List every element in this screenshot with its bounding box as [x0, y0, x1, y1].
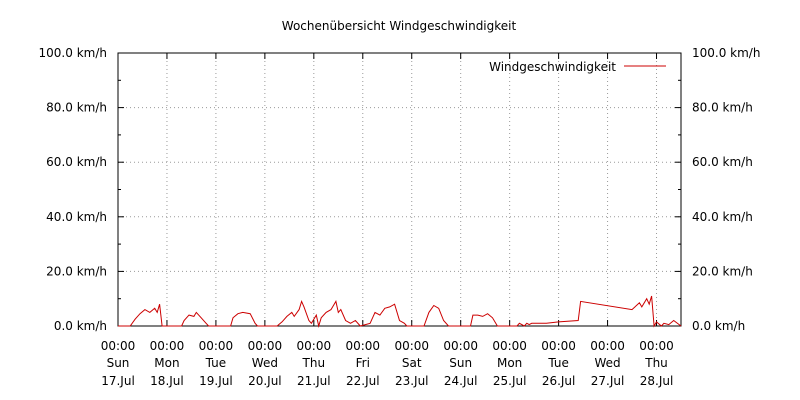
x-tick-label: 00:00 Mon 25.Jul — [492, 339, 527, 388]
x-tick-date: 22.Jul — [346, 374, 380, 388]
x-tick-label: 00:00 Sun 24.Jul — [443, 339, 478, 388]
x-tick-label: 00:00 Wed 27.Jul — [590, 339, 625, 388]
x-tick-time: 00:00 — [199, 339, 234, 353]
x-tick-date: 18.Jul — [150, 374, 184, 388]
x-tick-label: 00:00 Tue 26.Jul — [541, 339, 576, 388]
x-tick-day: Mon — [497, 356, 522, 370]
x-tick-day: Wed — [252, 356, 278, 370]
grid-lines — [118, 53, 681, 326]
x-tick-time: 00:00 — [541, 339, 576, 353]
x-tick-day: Thu — [644, 356, 668, 370]
y-tick-label-right: 80.0 km/h — [692, 101, 753, 115]
x-tick-day: Tue — [547, 356, 569, 370]
x-tick-time: 00:00 — [590, 339, 625, 353]
x-tick-date: 26.Jul — [542, 374, 576, 388]
x-tick-day: Wed — [594, 356, 620, 370]
y-tick-label-right: 20.0 km/h — [692, 264, 753, 278]
y-tick-label-left: 80.0 km/h — [46, 101, 107, 115]
y-tick-label-left: 20.0 km/h — [46, 264, 107, 278]
y-tick-label-right: 40.0 km/h — [692, 210, 753, 224]
y-tick-label-left: 40.0 km/h — [46, 210, 107, 224]
y-tick-label-left: 100.0 km/h — [39, 46, 107, 60]
y-tick-label-left: 0.0 km/h — [54, 319, 107, 333]
x-tick-label: 00:00 Fri 22.Jul — [345, 339, 380, 388]
y-ticks-left: 0.0 km/h 20.0 km/h 40.0 km/h 60.0 km/h 80.0 … — [39, 46, 107, 333]
x-tick-day: Thu — [302, 356, 326, 370]
x-tick-date: 19.Jul — [199, 374, 233, 388]
x-tick-date: 23.Jul — [395, 374, 429, 388]
x-tick-label: 00:00 Mon 18.Jul — [150, 339, 185, 388]
chart-title: Wochenübersicht Windgeschwindigkeit — [282, 19, 517, 33]
x-tick-day: Fri — [356, 356, 370, 370]
x-tick-time: 00:00 — [394, 339, 429, 353]
x-tick-label: 00:00 Thu 28.Jul — [639, 339, 674, 388]
x-tick-date: 28.Jul — [640, 374, 674, 388]
x-tick-day: Sat — [402, 356, 422, 370]
y-tick-label-left: 60.0 km/h — [46, 155, 107, 169]
x-tick-time: 00:00 — [639, 339, 674, 353]
x-tick-time: 00:00 — [443, 339, 478, 353]
x-tick-label: 00:00 Wed 20.Jul — [248, 339, 283, 388]
x-tick-day: Sun — [107, 356, 130, 370]
y-ticks-right: 0.0 km/h 20.0 km/h 40.0 km/h 60.0 km/h 80.0 … — [692, 46, 760, 333]
x-tick-time: 00:00 — [150, 339, 185, 353]
x-tick-date: 27.Jul — [591, 374, 625, 388]
y-tick-label-right: 100.0 km/h — [692, 46, 760, 60]
legend: Windgeschwindigkeit — [489, 60, 666, 74]
x-tick-time: 00:00 — [248, 339, 283, 353]
x-tick-date: 24.Jul — [444, 374, 478, 388]
y-tick-label-right: 60.0 km/h — [692, 155, 753, 169]
x-tick-date: 20.Jul — [248, 374, 282, 388]
x-tick-date: 25.Jul — [493, 374, 527, 388]
x-tick-label: 00:00 Tue 19.Jul — [199, 339, 234, 388]
x-tick-time: 00:00 — [345, 339, 380, 353]
x-tick-label: 00:00 Sat 23.Jul — [394, 339, 429, 388]
x-tick-time: 00:00 — [101, 339, 136, 353]
x-tick-day: Sun — [449, 356, 472, 370]
x-tick-label: 00:00 Thu 21.Jul — [297, 339, 332, 388]
x-tick-day: Tue — [205, 356, 227, 370]
y-tick-label-right: 0.0 km/h — [692, 319, 745, 333]
legend-label: Windgeschwindigkeit — [489, 60, 616, 74]
plot-border — [117, 52, 682, 327]
series-layer — [118, 295, 682, 328]
x-tick-label: 00:00 Sun 17.Jul — [101, 339, 136, 388]
series-line-windgeschwindigkeit — [118, 295, 682, 328]
x-tick-day: Mon — [154, 356, 179, 370]
x-tick-date: 17.Jul — [101, 374, 135, 388]
x-tick-time: 00:00 — [492, 339, 527, 353]
x-tick-time: 00:00 — [297, 339, 332, 353]
x-tick-date: 21.Jul — [297, 374, 331, 388]
x-ticks: 00:00 Sun 17.Jul 00:00 Mon 18.Jul 00:00 Tue 19.J… — [101, 339, 674, 388]
